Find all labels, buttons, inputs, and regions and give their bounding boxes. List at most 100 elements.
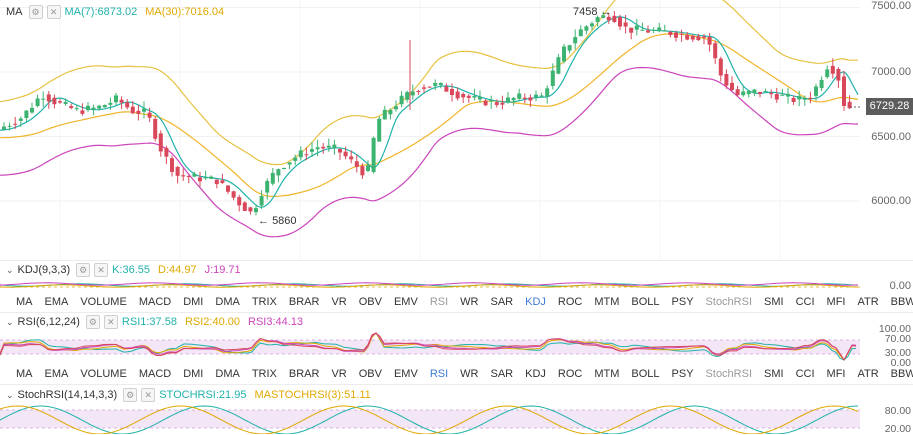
tab-cci[interactable]: CCI	[795, 296, 815, 308]
tab-cci[interactable]: CCI	[795, 368, 815, 380]
tab-dmi[interactable]: DMI	[183, 368, 204, 380]
candle-body	[119, 99, 124, 103]
candle-body	[2, 126, 6, 130]
tab-psy[interactable]: PSY	[671, 368, 694, 380]
candle-body	[114, 95, 118, 103]
candle-body	[567, 45, 572, 51]
stochrsi-tick: 80.00	[884, 405, 911, 417]
close-icon[interactable]: ✕	[94, 263, 109, 277]
candle-body	[478, 96, 482, 100]
tab-stochrsi[interactable]: StochRSI	[705, 296, 753, 308]
chevron-down-icon[interactable]: ⌄	[6, 389, 14, 400]
high-label: 7458	[573, 6, 598, 18]
tab-rsi[interactable]: RSI	[429, 368, 449, 380]
tab-wr[interactable]: WR	[460, 368, 479, 380]
tab-macd[interactable]: MACD	[138, 368, 172, 380]
tab-smi[interactable]: SMI	[764, 296, 784, 308]
candle-body	[52, 97, 57, 105]
tab-volume[interactable]: VOLUME	[80, 368, 127, 380]
tab-mtm[interactable]: MTM	[594, 296, 620, 308]
tab-macd[interactable]: MACD	[138, 296, 172, 308]
candle-body	[147, 112, 152, 118]
settings-icon[interactable]: ⚙	[85, 315, 100, 329]
price-tick: 6000.00	[871, 195, 911, 207]
tab-dma[interactable]: DMA	[215, 296, 240, 308]
candle-body	[315, 147, 320, 150]
candle-body	[170, 158, 174, 172]
settings-icon[interactable]: ⚙	[76, 263, 91, 277]
tab-ema[interactable]: EMA	[44, 368, 69, 380]
tab-boll[interactable]: BOLL	[631, 368, 660, 380]
kdj-legend-name: KDJ(9,3,3)	[17, 264, 71, 276]
tab-kdj[interactable]: KDJ	[525, 368, 546, 380]
kdj-d-value: D:44.97	[158, 264, 197, 276]
candle-body	[388, 109, 393, 115]
tab-obv[interactable]: OBV	[358, 296, 382, 308]
tab-brar[interactable]: BRAR	[288, 368, 320, 380]
candle-body	[282, 168, 286, 170]
tab-roc[interactable]: ROC	[557, 296, 583, 308]
tab-psy[interactable]: PSY	[671, 296, 694, 308]
tab-mtm[interactable]: MTM	[594, 368, 620, 380]
tab-mfi[interactable]: MFI	[826, 296, 846, 308]
tab-dmi[interactable]: DMI	[183, 296, 204, 308]
close-icon[interactable]: ✕	[46, 5, 61, 19]
tab-obv[interactable]: OBV	[358, 368, 382, 380]
tab-volume[interactable]: VOLUME	[80, 296, 127, 308]
current-price-tag: 6729.28	[866, 98, 913, 115]
candle-body	[237, 197, 242, 206]
candle-body	[304, 154, 309, 156]
tab-ema[interactable]: EMA	[44, 296, 69, 308]
tab-dma[interactable]: DMA	[215, 368, 240, 380]
stochrsi-value: STOCHRSI:21.95	[159, 389, 247, 401]
kdj-chart	[0, 282, 860, 288]
tab-atr[interactable]: ATR	[857, 368, 879, 380]
chevron-down-icon[interactable]: ⌄	[6, 316, 14, 327]
candle-body	[517, 93, 522, 99]
tab-emv[interactable]: EMV	[393, 368, 418, 380]
tab-bbw[interactable]: BBW	[890, 368, 913, 380]
tab-atr[interactable]: ATR	[857, 296, 879, 308]
tab-smi[interactable]: SMI	[764, 368, 784, 380]
ma-legend-name: MA	[6, 6, 23, 18]
tab-roc[interactable]: ROC	[557, 368, 583, 380]
tab-ma[interactable]: MA	[16, 296, 33, 308]
tab-vr[interactable]: VR	[331, 296, 347, 308]
candle-body	[674, 32, 678, 38]
low-marker: ← 5860	[258, 215, 297, 227]
tab-vr[interactable]: VR	[331, 368, 347, 380]
candle-body	[130, 106, 135, 114]
chevron-down-icon[interactable]: ⌄	[6, 264, 14, 275]
tab-kdj[interactable]: KDJ	[525, 296, 546, 308]
candle-body	[416, 91, 421, 93]
tab-trix[interactable]: TRIX	[251, 296, 277, 308]
candle-body	[618, 17, 622, 27]
candle-body	[399, 95, 404, 105]
candle-body	[58, 101, 62, 103]
candle-body	[696, 36, 701, 41]
candle-body	[360, 166, 365, 176]
candlestick-chart[interactable]	[0, 0, 860, 260]
settings-icon[interactable]: ⚙	[28, 5, 43, 19]
candle-body	[422, 87, 426, 89]
candle-body	[847, 101, 852, 109]
close-icon[interactable]: ✕	[141, 388, 156, 402]
tab-emv[interactable]: EMV	[393, 296, 418, 308]
tab-trix[interactable]: TRIX	[251, 368, 277, 380]
rsi-tick: 100.00	[878, 323, 911, 335]
tab-wr[interactable]: WR	[460, 296, 479, 308]
candle-body	[668, 31, 673, 35]
tab-boll[interactable]: BOLL	[631, 296, 660, 308]
candle-body	[752, 89, 757, 94]
tab-brar[interactable]: BRAR	[288, 296, 320, 308]
tab-mfi[interactable]: MFI	[826, 368, 846, 380]
price-tick: 7500.00	[871, 0, 911, 12]
tab-rsi[interactable]: RSI	[429, 296, 449, 308]
tab-ma[interactable]: MA	[16, 368, 33, 380]
settings-icon[interactable]: ⚙	[123, 388, 138, 402]
tab-sar[interactable]: SAR	[490, 296, 514, 308]
tab-stochrsi[interactable]: StochRSI	[705, 368, 753, 380]
close-icon[interactable]: ✕	[103, 315, 118, 329]
tab-sar[interactable]: SAR	[490, 368, 514, 380]
tab-bbw[interactable]: BBW	[890, 296, 913, 308]
